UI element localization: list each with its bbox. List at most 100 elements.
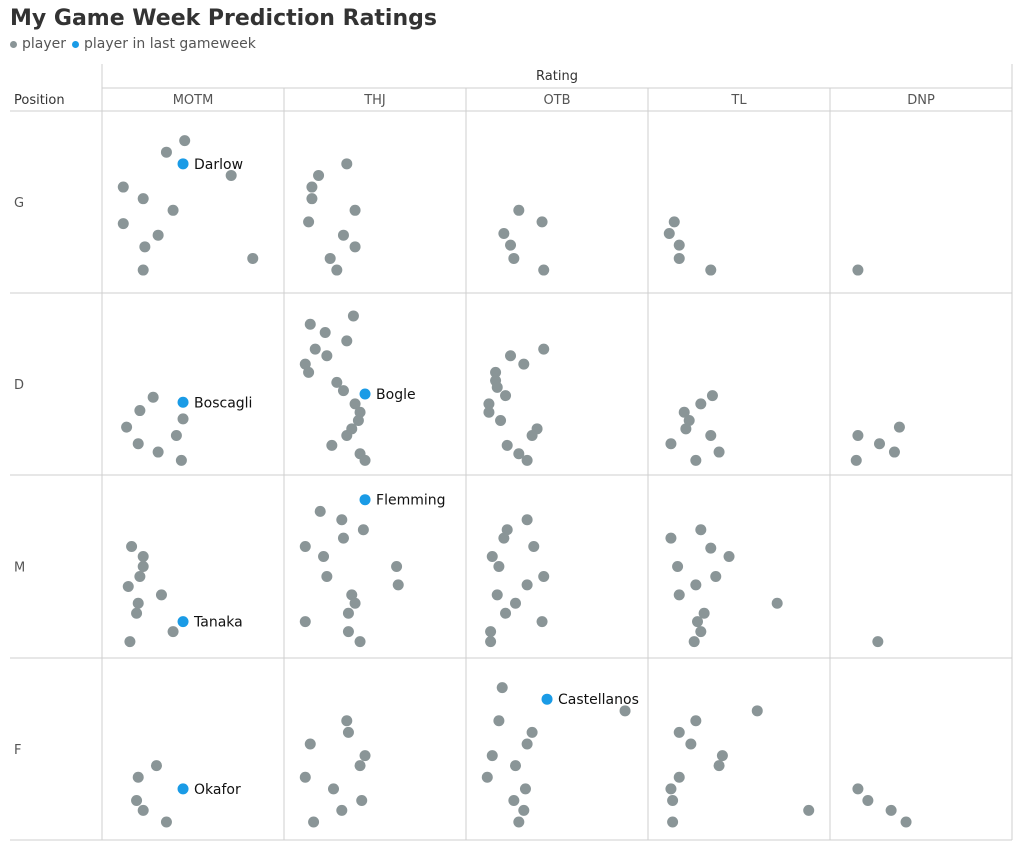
data-point — [321, 350, 333, 362]
data-point — [505, 239, 517, 251]
legend-label-highlight: player in last gameweek — [84, 36, 256, 52]
data-point — [481, 771, 493, 783]
highlight-point-darlow — [177, 158, 189, 170]
column-label-tl: TL — [730, 93, 747, 108]
data-point — [299, 358, 311, 370]
data-point — [518, 358, 530, 370]
data-point — [713, 446, 725, 458]
data-point — [673, 589, 685, 601]
data-point — [501, 439, 513, 451]
data-point — [134, 405, 146, 417]
data-point — [337, 532, 349, 544]
data-point — [303, 216, 315, 228]
data-point — [306, 193, 318, 205]
highlight-point-okafor — [177, 783, 189, 795]
data-point — [167, 204, 179, 216]
data-point — [665, 438, 677, 450]
highlight-label-boscagli: Boscagli — [194, 395, 252, 411]
data-point — [508, 252, 520, 264]
highlight-label-bogle: Bogle — [376, 387, 416, 403]
data-point — [683, 415, 695, 427]
data-point — [495, 415, 507, 427]
data-point — [167, 626, 179, 638]
data-point — [304, 738, 316, 750]
column-axis-title: Rating — [536, 69, 578, 84]
data-point — [493, 715, 505, 727]
data-point — [485, 636, 497, 648]
data-point — [303, 366, 315, 378]
data-point — [705, 542, 717, 554]
highlight-point-boscagli — [177, 396, 189, 408]
data-point — [328, 783, 339, 795]
data-point — [518, 804, 530, 816]
data-point — [313, 169, 325, 181]
data-point — [342, 626, 354, 638]
data-point — [341, 335, 353, 347]
row-label-g: G — [14, 196, 24, 211]
data-point — [331, 264, 343, 276]
data-point — [483, 398, 495, 410]
data-point — [521, 738, 533, 750]
highlight-label-flemming: Flemming — [376, 493, 445, 509]
data-point — [341, 158, 353, 170]
data-point — [673, 239, 685, 251]
data-point — [872, 636, 884, 648]
legend-item-player: player — [10, 36, 66, 52]
data-point — [225, 169, 237, 181]
data-point — [852, 783, 864, 795]
data-point — [341, 429, 353, 441]
data-point — [685, 738, 697, 750]
data-point — [117, 218, 129, 230]
data-point — [690, 454, 702, 466]
data-point — [536, 616, 548, 628]
data-point — [331, 376, 343, 388]
data-point — [505, 350, 517, 362]
data-point — [501, 524, 513, 536]
data-point — [706, 390, 718, 402]
data-point — [359, 750, 371, 762]
data-point — [349, 597, 361, 609]
data-point — [692, 616, 703, 628]
data-point — [177, 413, 189, 425]
data-point — [137, 561, 149, 572]
row-label-f: F — [14, 743, 21, 758]
highlight-label-darlow: Darlow — [194, 157, 243, 173]
data-point — [175, 454, 187, 466]
highlight-point-tanaka — [177, 616, 189, 628]
data-point — [139, 241, 151, 253]
data-point — [356, 794, 368, 806]
data-point — [152, 446, 164, 458]
data-point — [672, 561, 684, 572]
legend-label-player: player — [22, 36, 67, 52]
data-point — [667, 794, 679, 806]
data-point — [665, 532, 677, 544]
data-point — [337, 229, 349, 241]
data-point — [299, 540, 311, 552]
data-point — [346, 589, 358, 601]
data-point — [667, 816, 679, 828]
data-point — [538, 571, 550, 583]
data-point — [347, 310, 359, 322]
data-point — [299, 616, 311, 628]
data-point — [354, 760, 366, 772]
highlight-label-okafor: Okafor — [194, 782, 241, 798]
data-point — [326, 439, 338, 451]
data-point — [888, 446, 900, 458]
data-point — [126, 540, 138, 552]
data-point — [342, 726, 354, 738]
data-point — [723, 550, 735, 562]
data-point — [490, 366, 502, 378]
data-point — [521, 514, 533, 526]
data-point — [690, 579, 702, 591]
data-point — [132, 771, 144, 783]
data-point — [513, 448, 525, 460]
legend-item-highlight: player in last gameweek — [72, 36, 256, 52]
data-point — [874, 438, 885, 450]
data-point — [698, 607, 710, 619]
data-point — [673, 771, 685, 783]
data-point — [491, 381, 503, 393]
column-label-motm: MOTM — [173, 93, 214, 108]
data-point — [526, 726, 538, 738]
data-point — [862, 794, 874, 806]
